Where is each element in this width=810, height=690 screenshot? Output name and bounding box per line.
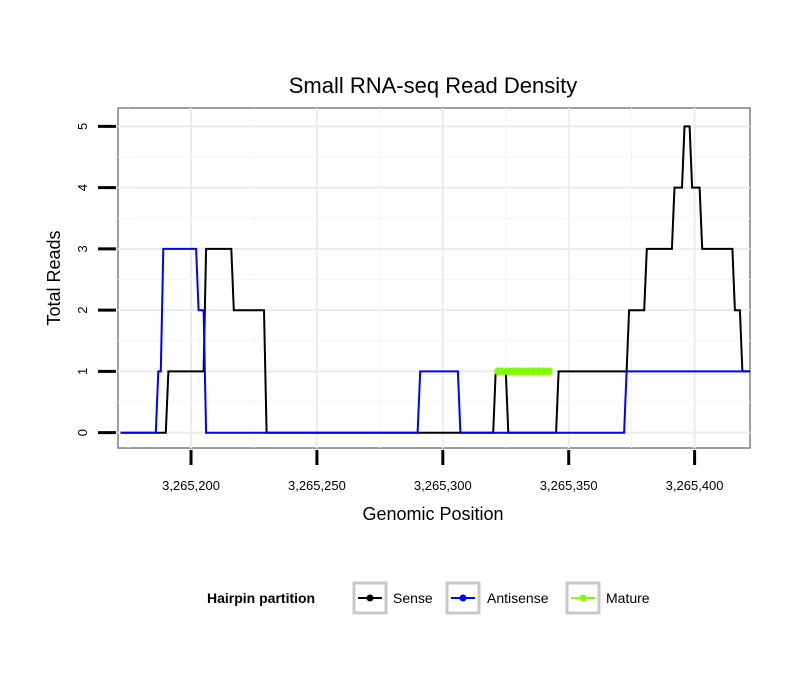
y-axis: 0 1 2 3 4 5	[75, 123, 116, 436]
y-tick-label: 0	[75, 429, 90, 436]
legend: Hairpin partition Sense Antisense Mature	[207, 581, 650, 615]
chart-title: Small RNA-seq Read Density	[289, 73, 578, 98]
x-tick-label: 3,265,300	[414, 478, 472, 493]
x-tick-label: 3,265,350	[540, 478, 598, 493]
legend-label-sense: Sense	[393, 590, 433, 606]
y-tick-label: 5	[75, 123, 90, 130]
legend-title: Hairpin partition	[207, 590, 315, 606]
y-axis-title: Total Reads	[44, 230, 64, 325]
y-tick-label: 4	[75, 184, 90, 191]
x-tick-label: 3,265,400	[666, 478, 724, 493]
series-layer	[120, 125, 750, 434]
legend-label-antisense: Antisense	[487, 590, 549, 606]
x-axis: 3,265,200 3,265,250 3,265,300 3,265,350 3,26…	[162, 450, 724, 493]
x-axis-title: Genomic Position	[362, 504, 503, 524]
x-tick-label: 3,265,250	[288, 478, 346, 493]
y-tick-label: 2	[75, 307, 90, 314]
legend-label-mature: Mature	[606, 590, 650, 606]
legend-key-point-sense	[366, 594, 374, 602]
legend-key-point-mature	[579, 594, 587, 602]
series-mature-point	[544, 367, 553, 376]
plot-panel	[117, 107, 751, 449]
legend-key-point-antisense	[459, 594, 467, 602]
y-tick-label: 3	[75, 245, 90, 252]
series-sense-line	[120, 125, 750, 434]
y-tick-label: 1	[75, 368, 90, 375]
series-antisense-line	[120, 247, 748, 434]
x-tick-label: 3,265,200	[162, 478, 220, 493]
